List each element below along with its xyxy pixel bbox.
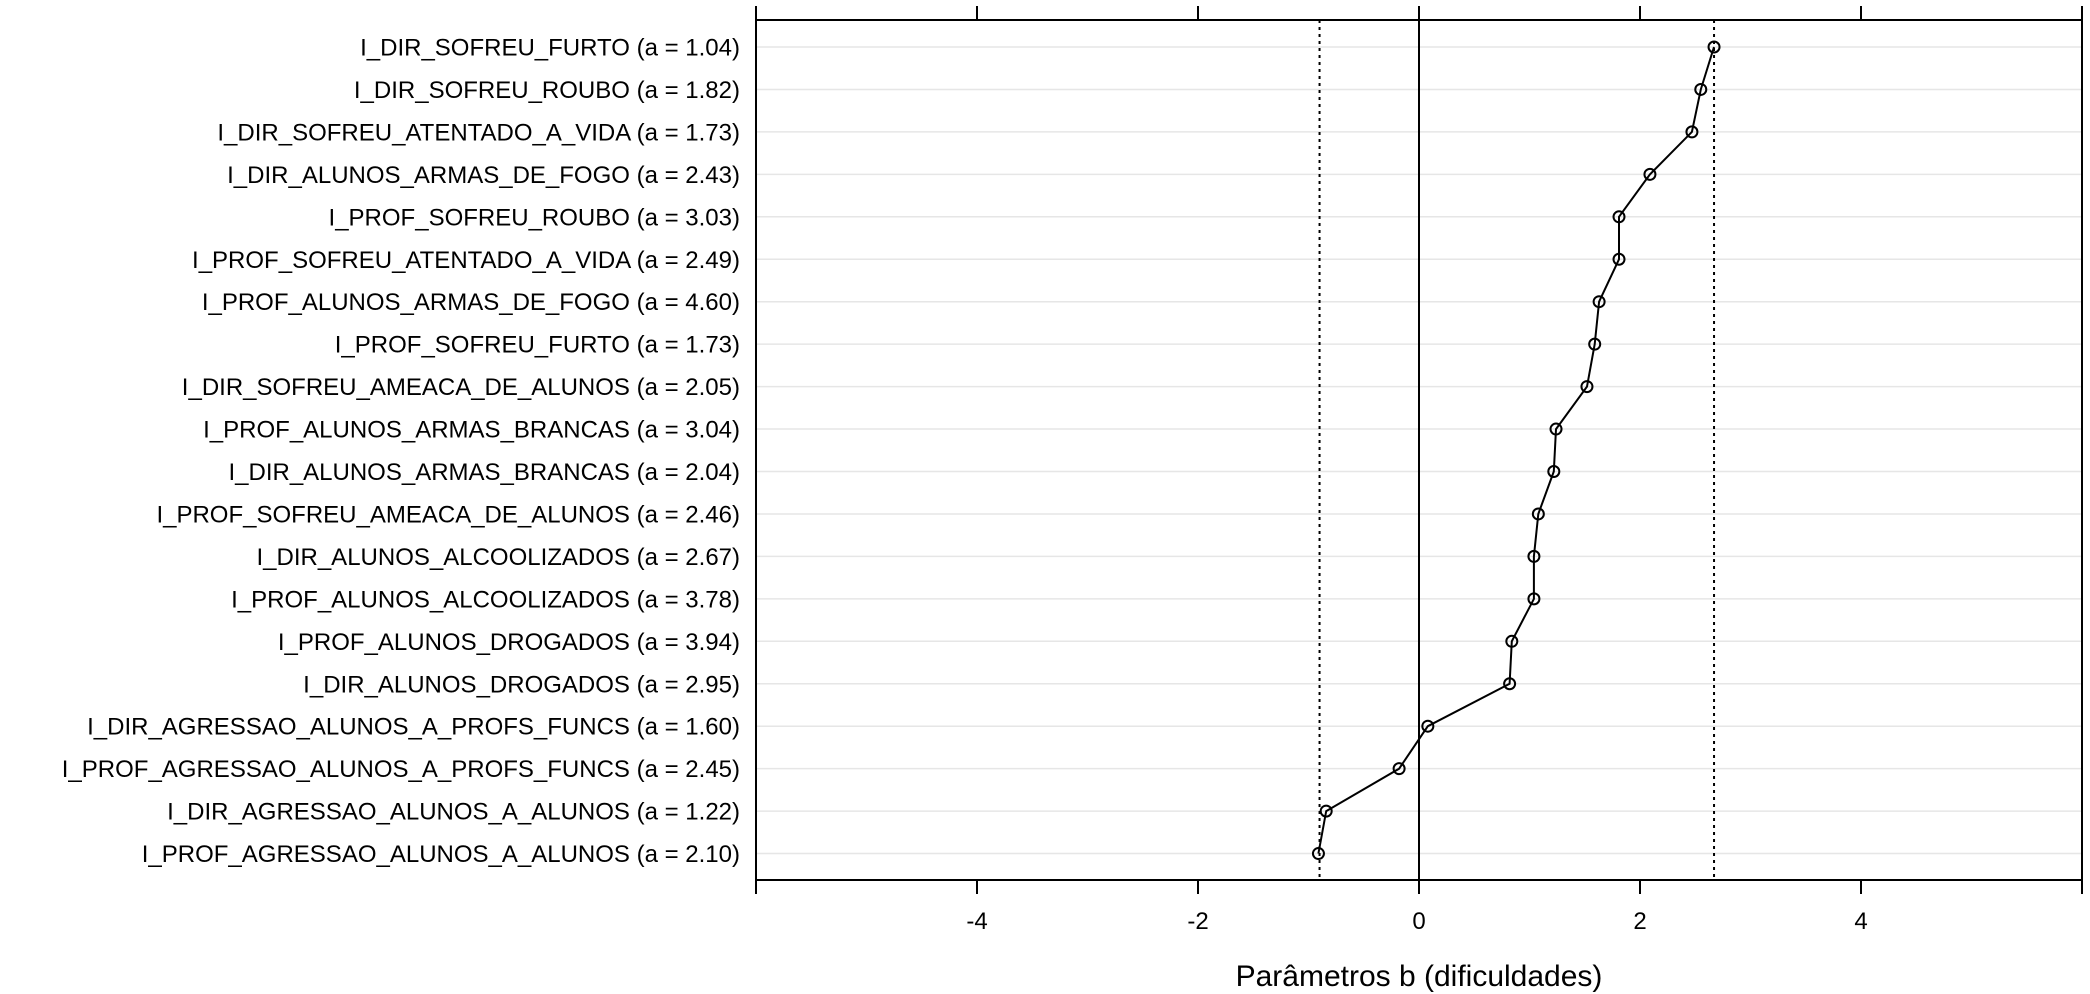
x-tick-label: -2 [1187,908,1208,935]
item-label: I_PROF_AGRESSAO_ALUNOS_A_PROFS_FUNCS (a … [62,756,740,783]
data-point [1685,125,1699,139]
item-label: I_PROF_SOFREU_ATENTADO_A_VIDA (a = 2.49) [192,247,740,274]
data-point [1527,592,1541,606]
x-tick-label: 0 [1412,908,1425,935]
item-label: I_PROF_ALUNOS_ARMAS_BRANCAS (a = 3.04) [203,417,740,444]
item-label: I_DIR_SOFREU_FURTO (a = 1.04) [360,35,740,62]
data-point [1547,465,1561,478]
data-point [1503,677,1517,691]
data-point [1527,549,1541,563]
data-point [1707,40,1721,54]
difficulty-points [1311,40,1721,861]
item-label: I_DIR_ALUNOS_ARMAS_DE_FOGO (a = 2.43) [227,162,740,189]
data-point [1392,762,1406,776]
x-axis-title: Parâmetros b (dificuldades) [1236,960,1603,993]
data-point [1643,167,1657,181]
x-tick-label: 4 [1854,908,1867,935]
data-point [1311,847,1325,861]
item-label: I_PROF_SOFREU_AMEACA_DE_ALUNOS (a = 2.46… [156,501,740,528]
item-label: I_PROF_ALUNOS_DROGADOS (a = 3.94) [278,629,740,656]
data-point [1531,507,1545,521]
x-axis-tick-labels: -4 -2 0 2 4 [966,908,1867,935]
data-point [1612,210,1626,224]
x-tick-label: 2 [1633,908,1646,935]
item-label: I_DIR_ALUNOS_DROGADOS (a = 2.95) [303,671,740,698]
data-point [1319,804,1333,818]
item-label: I_DIR_SOFREU_ATENTADO_A_VIDA (a = 1.73) [217,119,740,146]
data-point [1588,337,1602,351]
item-label: I_PROF_SOFREU_ROUBO (a = 3.03) [329,204,740,231]
item-label: I_PROF_SOFREU_FURTO (a = 1.73) [335,332,740,359]
item-label: I_DIR_ALUNOS_ARMAS_BRANCAS (a = 2.04) [228,459,740,486]
data-point [1694,82,1708,96]
x-tick-label: -4 [966,908,987,935]
item-label: I_DIR_AGRESSAO_ALUNOS_A_ALUNOS (a = 1.22… [167,799,740,826]
item-labels: I_DIR_SOFREU_FURTO (a = 1.04) I_DIR_SOFRE… [62,35,740,869]
data-point [1505,634,1519,648]
item-label: I_PROF_ALUNOS_ALCOOLIZADOS (a = 3.78) [231,586,740,613]
data-point [1549,422,1563,436]
x-axis-ticks [755,6,2083,894]
item-label: I_DIR_SOFREU_ROUBO (a = 1.82) [354,77,740,104]
reference-lines [1318,20,1716,880]
data-point [1592,295,1606,309]
data-point [1612,252,1626,266]
item-label: I_DIR_ALUNOS_ALCOOLIZADOS (a = 2.67) [256,544,740,571]
difficulty-series-line [1317,46,1715,854]
data-point [1421,719,1435,733]
item-label: I_PROF_ALUNOS_ARMAS_DE_FOGO (a = 4.60) [202,289,740,316]
item-label: I_PROF_AGRESSAO_ALUNOS_A_ALUNOS (a = 2.1… [142,841,740,868]
item-label: I_DIR_AGRESSAO_ALUNOS_A_PROFS_FUNCS (a =… [87,714,740,741]
item-label: I_DIR_SOFREU_AMEACA_DE_ALUNOS (a = 2.05) [182,374,740,401]
data-point [1580,380,1594,394]
